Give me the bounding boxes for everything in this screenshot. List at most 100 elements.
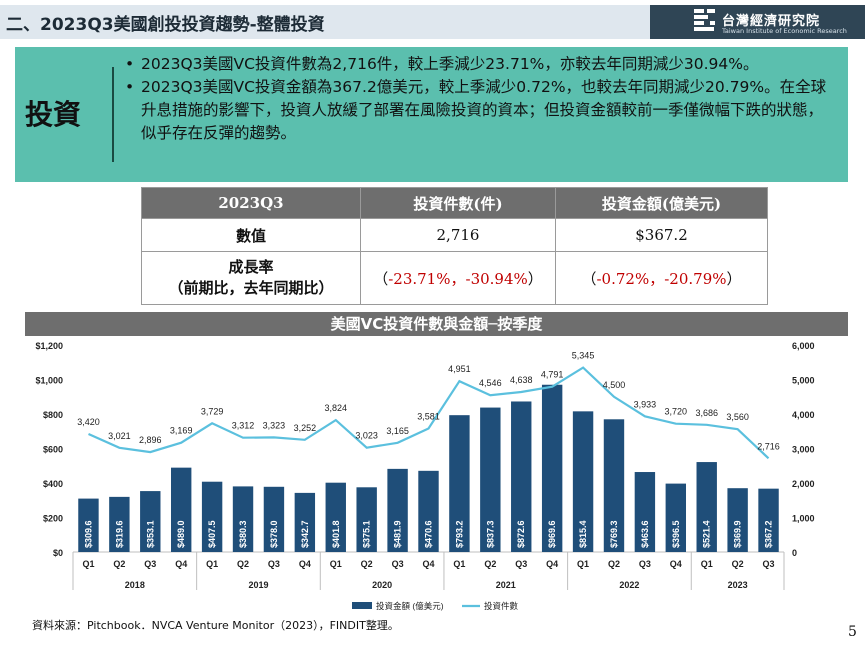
bar: [294, 492, 316, 552]
bar: [387, 468, 408, 552]
cell-amount-value: $367.2: [555, 218, 768, 252]
line-data-label: 3,169: [170, 426, 193, 436]
bar-data-label: $489.0: [176, 520, 186, 548]
bar-data-label: $481.9: [393, 520, 403, 548]
y-right-tick-label: 3,000: [792, 445, 815, 455]
x-tick-label: Q3: [144, 559, 156, 569]
logo-name-cn: 台灣經濟研究院: [722, 14, 821, 29]
bar: [696, 462, 717, 552]
paren-open: （: [373, 269, 389, 288]
bar: [480, 407, 501, 552]
header: 二、2023Q3美國創投投資趨勢-整體投資 台灣經濟研究院 Taiwan Ins…: [0, 0, 865, 39]
paren-close: ）: [726, 269, 742, 288]
x-tick-label: Q3: [515, 559, 527, 569]
summary-label: 投資: [25, 98, 82, 131]
bar-data-label: $407.5: [207, 520, 217, 548]
x-tick-label: Q2: [484, 559, 496, 569]
bar: [356, 487, 377, 552]
legend-label-bar: 投資金額 (億美元): [376, 601, 444, 611]
paren-open: （: [581, 269, 597, 288]
bar: [727, 488, 748, 552]
summary-bullets: 2023Q3美國VC投資件數為2,716件，較上季減少23.71%，亦較去年同期…: [123, 53, 838, 145]
x-tick-label: Q3: [392, 559, 404, 569]
bar: [572, 411, 594, 552]
page-number: 5: [848, 624, 857, 640]
bar: [449, 415, 470, 552]
table-row: 成長率 （前期比，去年同期比） （-23.71%，-30.94%） （-0.72…: [141, 251, 768, 305]
y-left-tick-label: $200: [43, 514, 63, 524]
year-label: 2019: [248, 580, 268, 590]
bar: [263, 486, 285, 552]
y-left-tick-label: $800: [43, 410, 63, 420]
bar: [78, 498, 99, 552]
year-label: 2018: [125, 580, 145, 590]
row-label-growth: 成長率 （前期比，去年同期比）: [141, 251, 361, 305]
x-tick-label: Q4: [670, 559, 682, 569]
separator: ，: [649, 269, 665, 288]
y-left-tick-label: $600: [43, 445, 63, 455]
summary-bullet: 2023Q3美國VC投資件數為2,716件，較上季減少23.71%，亦較去年同期…: [123, 53, 838, 76]
vc-quarterly-chart: $0 $200 $400 $600 $800 $1,000 $1,200 0 1,000 2,00…: [35, 341, 815, 611]
x-tick-label: Q1: [330, 559, 342, 569]
x-tick-label: Q3: [763, 559, 775, 569]
bar-data-label: $375.1: [362, 520, 372, 548]
line-data-label: 4,951: [448, 364, 471, 374]
bar-data-label: $463.6: [640, 520, 650, 548]
bar: [418, 470, 439, 552]
line-data-label: 3,824: [324, 403, 347, 413]
y-right-tick-label: 5,000: [792, 376, 815, 386]
x-tick-label: Q1: [701, 559, 713, 569]
y-right-tick-label: 4,000: [792, 410, 815, 420]
bar-data-label: $367.2: [764, 520, 774, 548]
bar: [109, 496, 130, 552]
line-data-label: 3,023: [355, 431, 378, 441]
line-data-label: 3,560: [726, 412, 749, 422]
bar-data-label: $793.2: [454, 520, 464, 548]
paren-close: ）: [527, 269, 543, 288]
bar-data-label: $769.3: [609, 520, 619, 548]
line-data-label: 2,716: [757, 441, 780, 451]
bar-data-label: $815.4: [578, 520, 588, 548]
stats-table: 2023Q3 投資件數(件) 投資金額(億美元) 數值 2,716 $367.2…: [141, 187, 768, 305]
amount-qoq: -0.72%: [596, 269, 650, 288]
x-tick-label: Q2: [608, 559, 620, 569]
line-data-label: 5,345: [572, 351, 595, 361]
bar: [325, 482, 346, 552]
bar-data-label: $872.6: [516, 520, 526, 548]
cell-count-value: 2,716: [360, 218, 556, 252]
chart-title: 美國VC投資件數與金額─按季度: [25, 312, 848, 336]
x-tick-label: Q4: [299, 559, 311, 569]
x-tick-label: Q2: [113, 559, 125, 569]
line-data-label: 3,420: [77, 417, 100, 427]
line-data-label: 3,729: [201, 406, 224, 416]
bar: [758, 488, 779, 552]
bar-data-label: $369.9: [733, 520, 743, 548]
table-header-period: 2023Q3: [141, 187, 361, 219]
logo: 台灣經濟研究院 Taiwan Institute of Economic Res…: [694, 9, 859, 37]
x-tick-label: Q1: [206, 559, 218, 569]
bar: [541, 384, 563, 552]
cell-amount-growth: （-0.72%，-20.79%）: [555, 251, 768, 305]
cell-count-growth: （-23.71%，-30.94%）: [360, 251, 556, 305]
line-data-label: 3,581: [417, 411, 440, 421]
line-data-label: 4,791: [541, 370, 564, 380]
line-data-label: 3,686: [695, 408, 718, 418]
header-logo-panel: [650, 5, 865, 39]
year-label: 2022: [619, 580, 639, 590]
x-tick-label: Q4: [546, 559, 558, 569]
x-tick-label: Q2: [732, 559, 744, 569]
x-tick-label: Q4: [422, 559, 434, 569]
bar-data-label: $309.6: [83, 520, 93, 548]
bar: [201, 481, 223, 552]
y-right-tick-label: 6,000: [792, 341, 815, 351]
bar-data-label: $969.6: [547, 520, 557, 548]
bar-data-label: $837.3: [485, 520, 495, 548]
x-tick-label: Q2: [237, 559, 249, 569]
line-data-label: 4,638: [510, 375, 533, 385]
logo-icon: [694, 9, 715, 31]
x-tick-label: Q1: [453, 559, 465, 569]
bar: [665, 483, 687, 552]
growth-label-line1: 成長率: [228, 258, 274, 276]
line-series: [88, 366, 770, 460]
x-tick-label: Q1: [82, 559, 94, 569]
